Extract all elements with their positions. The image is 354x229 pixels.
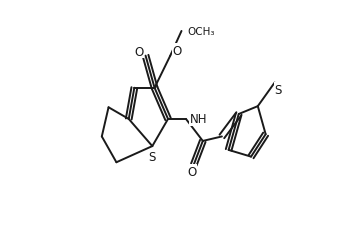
Text: O: O: [134, 46, 143, 58]
Text: S: S: [149, 150, 156, 163]
Text: O: O: [172, 44, 182, 57]
Text: OCH₃: OCH₃: [187, 27, 215, 37]
Text: NH: NH: [190, 113, 207, 126]
Text: S: S: [274, 83, 282, 96]
Text: O: O: [187, 165, 196, 178]
